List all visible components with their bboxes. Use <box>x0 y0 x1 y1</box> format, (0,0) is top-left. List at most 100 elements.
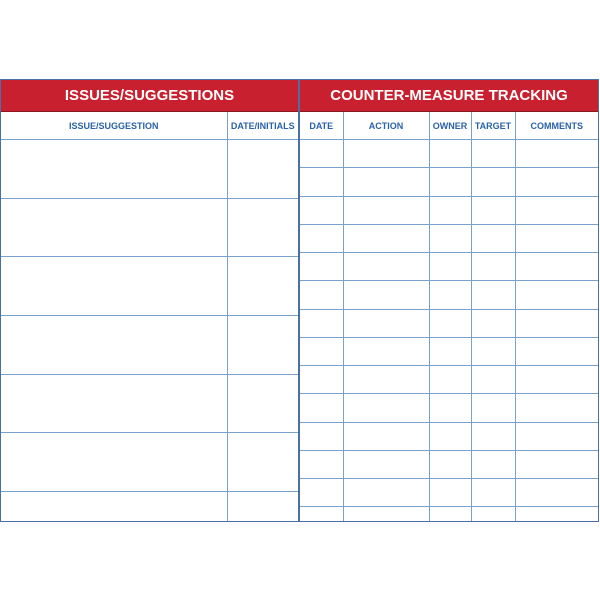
countermeasure-cell[interactable] <box>514 280 598 310</box>
countermeasure-cell[interactable] <box>470 138 516 169</box>
issue-cell[interactable] <box>1 432 228 493</box>
countermeasure-cell[interactable] <box>300 506 344 521</box>
countermeasure-cell[interactable] <box>514 167 598 197</box>
countermeasure-cell[interactable] <box>300 364 344 395</box>
countermeasure-cell[interactable] <box>470 449 516 480</box>
issue-tracking-board: ISSUES/SUGGESTIONS ISSUE/SUGGESTION DATE… <box>0 79 599 522</box>
countermeasure-cell[interactable] <box>470 280 516 310</box>
countermeasure-cell[interactable] <box>342 477 430 508</box>
countermeasure-cell[interactable] <box>300 421 344 451</box>
countermeasure-cell[interactable] <box>514 308 598 338</box>
countermeasure-cell[interactable] <box>342 138 430 169</box>
countermeasure-cell[interactable] <box>300 336 344 367</box>
countermeasure-cell[interactable] <box>514 506 598 521</box>
countermeasure-cell[interactable] <box>428 167 472 197</box>
countermeasure-cell[interactable] <box>428 364 472 395</box>
column-header-date-initials: DATE/INITIALS <box>226 112 298 140</box>
issue-cell[interactable] <box>226 315 298 375</box>
countermeasure-cell[interactable] <box>342 195 430 225</box>
countermeasure-cell[interactable] <box>470 251 516 282</box>
countermeasure-cell[interactable] <box>342 308 430 338</box>
countermeasure-cell[interactable] <box>470 506 516 521</box>
countermeasure-cell[interactable] <box>514 336 598 367</box>
countermeasure-cell[interactable] <box>428 421 472 451</box>
countermeasure-cell[interactable] <box>300 449 344 480</box>
issue-cell[interactable] <box>1 491 228 521</box>
countermeasure-cell[interactable] <box>342 280 430 310</box>
countermeasure-cell[interactable] <box>514 393 598 423</box>
countermeasure-cell[interactable] <box>514 421 598 451</box>
countermeasure-cell[interactable] <box>342 364 430 395</box>
countermeasure-cell[interactable] <box>514 138 598 169</box>
issue-cell[interactable] <box>1 256 228 317</box>
column-header-date: DATE <box>300 112 344 140</box>
countermeasure-cell[interactable] <box>470 364 516 395</box>
countermeasure-row <box>300 195 598 225</box>
countermeasure-cell[interactable] <box>470 308 516 338</box>
issue-cell[interactable] <box>1 139 228 199</box>
countermeasure-cell[interactable] <box>428 393 472 423</box>
countermeasure-cell[interactable] <box>428 449 472 480</box>
issue-cell[interactable] <box>1 373 228 434</box>
countermeasure-row <box>300 167 598 197</box>
countermeasure-cell[interactable] <box>428 223 472 254</box>
countermeasure-cell[interactable] <box>470 477 516 508</box>
countermeasure-cell[interactable] <box>428 195 472 225</box>
issue-cell[interactable] <box>226 139 298 199</box>
countermeasure-cell[interactable] <box>470 421 516 451</box>
countermeasure-row <box>300 251 598 282</box>
countermeasure-cell[interactable] <box>514 251 598 282</box>
countermeasure-cell[interactable] <box>342 506 430 521</box>
countermeasure-row <box>300 506 598 521</box>
countermeasure-table: DATE ACTION OWNER TARGET COMMENTS <box>300 112 598 521</box>
countermeasure-cell[interactable] <box>342 449 430 480</box>
countermeasure-cell[interactable] <box>300 308 344 338</box>
countermeasure-cell[interactable] <box>428 308 472 338</box>
countermeasure-cell[interactable] <box>470 393 516 423</box>
countermeasure-cell[interactable] <box>300 195 344 225</box>
issue-cell[interactable] <box>1 197 228 258</box>
countermeasure-cell[interactable] <box>470 195 516 225</box>
countermeasure-cell[interactable] <box>342 251 430 282</box>
countermeasure-cell[interactable] <box>300 138 344 169</box>
countermeasure-cell[interactable] <box>300 223 344 254</box>
countermeasure-cell[interactable] <box>470 336 516 367</box>
countermeasure-cell[interactable] <box>514 449 598 480</box>
issue-cell[interactable] <box>226 491 298 521</box>
countermeasure-cell[interactable] <box>342 223 430 254</box>
countermeasure-cell[interactable] <box>300 280 344 310</box>
issue-cell[interactable] <box>1 315 228 375</box>
column-header-target: TARGET <box>470 112 516 140</box>
countermeasure-panel: COUNTER-MEASURE TRACKING DATE ACTION OWN… <box>300 80 598 521</box>
countermeasure-cell[interactable] <box>470 223 516 254</box>
countermeasure-cell[interactable] <box>514 477 598 508</box>
issue-cell[interactable] <box>226 373 298 434</box>
issue-cell[interactable] <box>226 432 298 493</box>
countermeasure-cell[interactable] <box>300 477 344 508</box>
countermeasure-cell[interactable] <box>428 251 472 282</box>
countermeasure-cell[interactable] <box>514 223 598 254</box>
countermeasure-cell[interactable] <box>514 195 598 225</box>
issue-cell[interactable] <box>226 256 298 317</box>
countermeasure-cell[interactable] <box>428 477 472 508</box>
countermeasure-cell[interactable] <box>428 506 472 521</box>
issue-cell[interactable] <box>226 197 298 258</box>
issue-row <box>1 139 298 199</box>
countermeasure-cell[interactable] <box>300 393 344 423</box>
column-header-owner: OWNER <box>428 112 472 140</box>
countermeasure-row <box>300 393 598 423</box>
countermeasure-cell[interactable] <box>428 138 472 169</box>
countermeasure-cell[interactable] <box>300 251 344 282</box>
countermeasure-cell[interactable] <box>514 364 598 395</box>
countermeasure-row <box>300 421 598 451</box>
countermeasure-cell[interactable] <box>342 421 430 451</box>
issues-title: ISSUES/SUGGESTIONS <box>1 80 298 112</box>
countermeasure-cell[interactable] <box>342 393 430 423</box>
column-header-action: ACTION <box>342 112 430 140</box>
countermeasure-cell[interactable] <box>470 167 516 197</box>
countermeasure-cell[interactable] <box>342 167 430 197</box>
countermeasure-cell[interactable] <box>428 280 472 310</box>
countermeasure-cell[interactable] <box>428 336 472 367</box>
countermeasure-cell[interactable] <box>342 336 430 367</box>
countermeasure-cell[interactable] <box>300 167 344 197</box>
